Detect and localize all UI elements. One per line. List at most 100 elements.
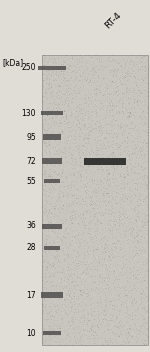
Point [146, 313, 149, 318]
Point [83, 252, 86, 258]
Point [73, 184, 75, 190]
Point [75, 192, 77, 198]
Point [47, 220, 50, 226]
Point [47, 89, 49, 95]
Point [126, 88, 129, 94]
Point [136, 211, 139, 216]
Point [115, 226, 117, 232]
Point [62, 291, 64, 296]
Point [139, 277, 142, 283]
Point [86, 67, 88, 72]
Point [116, 142, 118, 147]
Point [73, 243, 75, 248]
Point [100, 281, 103, 287]
Point [137, 265, 140, 271]
Point [60, 246, 63, 252]
Point [69, 257, 72, 262]
Point [91, 151, 94, 156]
Point [118, 216, 120, 222]
Point [109, 257, 111, 263]
Point [42, 249, 44, 255]
Point [133, 320, 135, 326]
Point [72, 213, 75, 218]
Point [60, 327, 62, 332]
Point [126, 119, 128, 125]
Point [73, 265, 76, 271]
Point [120, 158, 123, 164]
Point [119, 143, 122, 149]
Point [77, 265, 79, 271]
Point [80, 102, 82, 107]
Point [128, 298, 131, 304]
Point [42, 100, 45, 105]
Point [135, 155, 138, 161]
Point [98, 129, 100, 134]
Point [130, 65, 133, 71]
Point [63, 307, 65, 313]
Point [142, 138, 144, 144]
Point [137, 127, 140, 133]
Point [78, 330, 81, 335]
Point [57, 239, 60, 244]
Point [112, 149, 114, 155]
Point [61, 170, 63, 176]
Point [44, 226, 46, 232]
Point [100, 318, 102, 323]
Point [96, 188, 99, 193]
Point [45, 266, 48, 271]
Point [129, 177, 132, 183]
Point [107, 178, 109, 183]
Point [99, 198, 101, 204]
Point [44, 256, 46, 262]
Point [57, 55, 59, 61]
Point [79, 72, 81, 78]
Point [62, 74, 64, 79]
Point [80, 67, 82, 73]
Point [79, 337, 82, 342]
Point [54, 338, 56, 343]
Point [44, 180, 47, 185]
Point [104, 115, 106, 121]
Point [75, 108, 77, 113]
Point [105, 129, 107, 135]
Point [59, 71, 61, 77]
Point [95, 193, 98, 199]
Point [55, 170, 58, 175]
Point [60, 241, 63, 246]
Point [143, 102, 145, 108]
Point [49, 90, 52, 96]
Point [129, 327, 131, 332]
Point [63, 277, 65, 283]
Point [44, 273, 46, 279]
Point [69, 194, 71, 199]
Point [72, 87, 75, 93]
Point [59, 259, 62, 264]
Point [65, 252, 67, 257]
Point [55, 94, 57, 100]
Point [124, 173, 127, 178]
Point [58, 205, 61, 210]
Point [94, 200, 96, 206]
Point [118, 59, 120, 65]
Point [71, 192, 74, 198]
Point [57, 190, 59, 195]
Point [60, 98, 62, 103]
Point [77, 213, 80, 219]
Point [46, 181, 49, 186]
Point [114, 277, 117, 283]
Point [65, 206, 67, 212]
Point [104, 242, 106, 247]
Point [143, 307, 145, 313]
Point [80, 273, 82, 278]
Point [141, 324, 143, 329]
Point [98, 275, 101, 280]
Point [97, 125, 100, 130]
Point [130, 316, 133, 322]
Point [98, 123, 100, 128]
Point [42, 310, 44, 316]
Point [130, 229, 132, 235]
Point [128, 331, 130, 337]
Point [90, 189, 93, 194]
Point [86, 317, 89, 322]
Point [46, 112, 48, 117]
